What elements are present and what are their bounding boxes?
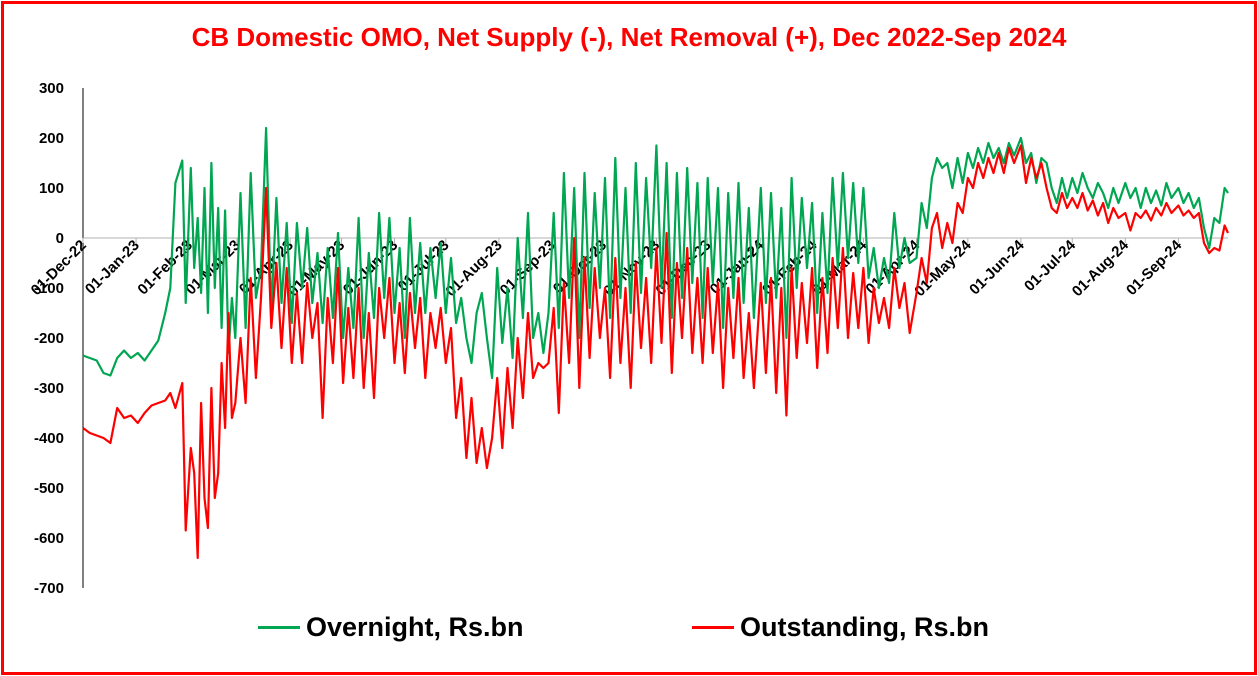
x-tick-label: 01-Sep-24 bbox=[1123, 236, 1186, 299]
legend-label-overnight: Overnight, Rs.bn bbox=[306, 612, 524, 642]
series-line-outstanding bbox=[82, 144, 1230, 560]
y-tick-labels: 300 200 100 0 -100 -200 -300 -400 -500 -600 -700 bbox=[34, 80, 64, 597]
series-lines bbox=[82, 126, 1230, 560]
legend-item-outstanding: Outstanding, Rs.bn bbox=[692, 612, 989, 643]
y-tick-label: -600 bbox=[34, 530, 64, 547]
x-tick-label: 01-Jan-23 bbox=[82, 237, 143, 298]
x-tick-label: 01-Jun-24 bbox=[966, 236, 1028, 298]
legend-swatch-overnight bbox=[258, 626, 300, 629]
y-tick-label: -700 bbox=[34, 580, 64, 597]
y-tick-label: 300 bbox=[39, 80, 64, 97]
y-tick-label: 200 bbox=[39, 130, 64, 147]
y-tick-label: 100 bbox=[39, 180, 64, 197]
legend-swatch-outstanding bbox=[692, 626, 734, 629]
legend-label-outstanding: Outstanding, Rs.bn bbox=[740, 612, 989, 642]
chart-title: CB Domestic OMO, Net Supply (-), Net Rem… bbox=[191, 22, 1067, 52]
y-tick-label: -300 bbox=[34, 380, 64, 397]
y-tick-label: -200 bbox=[34, 330, 64, 347]
legend-item-overnight: Overnight, Rs.bn bbox=[258, 612, 524, 643]
y-tick-label: -100 bbox=[34, 280, 64, 297]
y-tick-label: -500 bbox=[34, 480, 64, 497]
y-tick-label: 0 bbox=[56, 230, 64, 247]
x-tick-label: 01-Aug-24 bbox=[1069, 236, 1133, 300]
y-tick-label: -400 bbox=[34, 430, 64, 447]
